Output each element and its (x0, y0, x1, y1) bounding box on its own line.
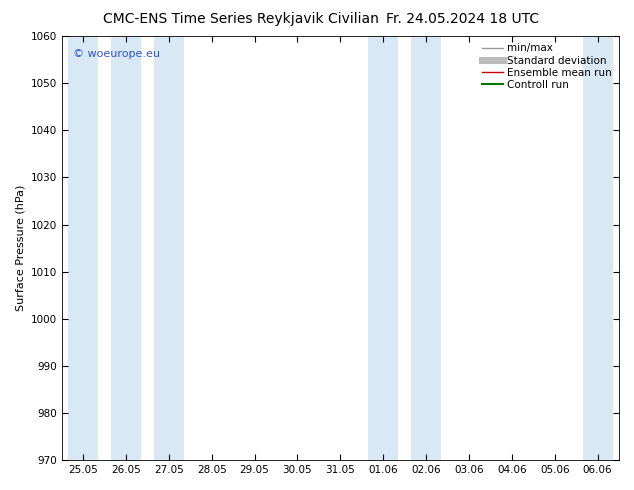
Text: CMC-ENS Time Series Reykjavik Civilian: CMC-ENS Time Series Reykjavik Civilian (103, 12, 379, 26)
Bar (368, 36, 398, 460)
Bar (111, 36, 141, 460)
Legend: min/max, Standard deviation, Ensemble mean run, Controll run: min/max, Standard deviation, Ensemble me… (480, 41, 614, 92)
Bar (154, 36, 184, 460)
Text: © woeurope.eu: © woeurope.eu (73, 49, 160, 59)
Bar (68, 36, 98, 460)
Text: Fr. 24.05.2024 18 UTC: Fr. 24.05.2024 18 UTC (386, 12, 540, 26)
Bar (411, 36, 441, 460)
Bar (583, 36, 612, 460)
Y-axis label: Surface Pressure (hPa): Surface Pressure (hPa) (15, 185, 25, 311)
